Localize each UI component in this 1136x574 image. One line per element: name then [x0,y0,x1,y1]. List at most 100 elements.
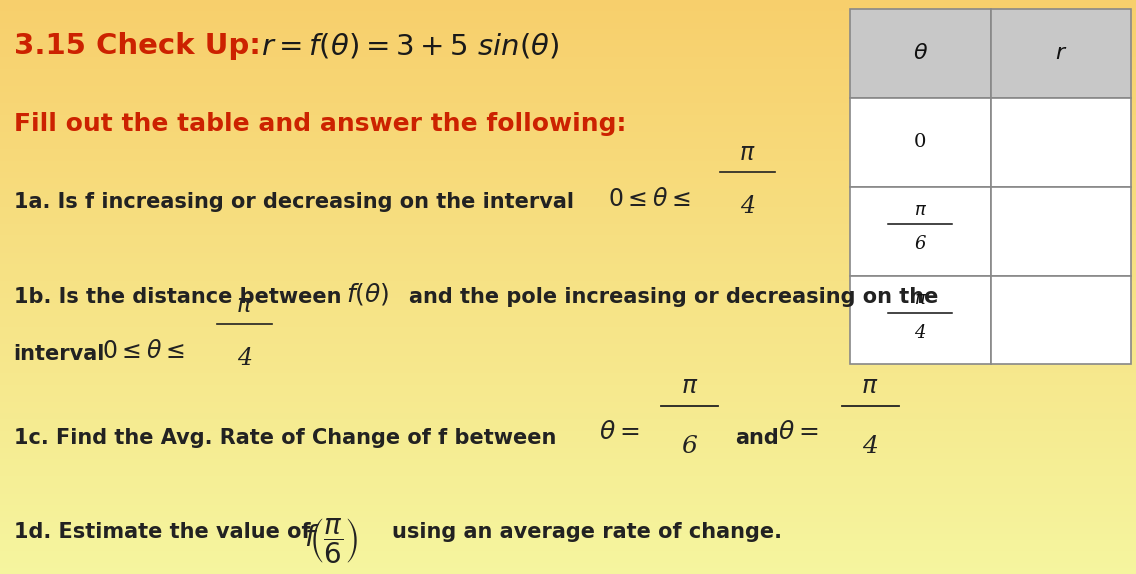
Bar [0,258,1136,264]
Text: 1a. Is f increasing or decreasing on the interval: 1a. Is f increasing or decreasing on the… [14,192,574,212]
Bar [0,551,1136,557]
Bar [0,69,1136,75]
Bar [0,534,1136,540]
Bar [0,247,1136,253]
Text: $r = f(\theta) = 3 + 5\ sin(\theta)$: $r = f(\theta) = 3 + 5\ sin(\theta)$ [261,32,560,61]
Bar [0,522,1136,528]
Bar [0,212,1136,218]
Bar [0,419,1136,425]
Bar [0,408,1136,413]
Bar [0,57,1136,63]
Bar [991,187,1131,276]
Text: $f\!\left(\dfrac{\pi}{6}\right)$: $f\!\left(\dfrac{\pi}{6}\right)$ [304,517,359,567]
Bar [0,149,1136,155]
Bar [0,545,1136,551]
Bar [0,218,1136,224]
Bar [0,344,1136,350]
Bar [0,126,1136,132]
Bar [0,184,1136,189]
Bar [0,270,1136,276]
Bar [0,189,1136,195]
Bar [0,339,1136,344]
Text: $\pi$: $\pi$ [236,294,252,317]
Text: $0 \leq \theta \leq$: $0 \leq \theta \leq$ [102,339,185,363]
Bar [0,34,1136,40]
Text: $r$: $r$ [1055,42,1067,64]
Text: 6: 6 [914,235,926,253]
Bar [0,563,1136,568]
Bar [0,75,1136,80]
Bar [0,528,1136,534]
Bar [991,276,1131,364]
Bar [0,264,1136,270]
Bar [0,362,1136,367]
Bar [0,373,1136,379]
Bar [0,442,1136,448]
Bar [0,402,1136,408]
Bar [991,9,1131,98]
Text: 1d. Estimate the value of: 1d. Estimate the value of [14,522,310,542]
Bar [0,109,1136,115]
Bar [0,505,1136,511]
Bar [0,465,1136,471]
Bar [0,476,1136,482]
Bar [0,161,1136,166]
Bar [0,276,1136,281]
Bar [0,98,1136,103]
Bar [0,155,1136,161]
Text: and: and [735,428,779,448]
Text: $\pi$: $\pi$ [913,290,927,308]
Bar [0,568,1136,574]
Bar [0,80,1136,86]
Bar [0,488,1136,494]
Bar [0,6,1136,11]
Text: 4: 4 [236,347,252,370]
Bar [0,23,1136,29]
Bar [0,281,1136,287]
Bar [0,224,1136,230]
Bar [0,287,1136,293]
Bar [0,356,1136,362]
Text: 4: 4 [740,195,755,218]
Bar [0,178,1136,184]
Text: Fill out the table and answer the following:: Fill out the table and answer the follow… [14,112,626,136]
Bar [850,98,991,187]
Bar [0,138,1136,144]
Bar [0,436,1136,442]
Bar [0,396,1136,402]
Text: interval: interval [14,344,105,364]
Bar [0,310,1136,316]
Bar [0,327,1136,333]
Bar [0,195,1136,201]
Bar [0,121,1136,126]
Bar [0,540,1136,545]
Bar [0,471,1136,476]
Text: 1c. Find the Avg. Rate of Change of f between: 1c. Find the Avg. Rate of Change of f be… [14,428,556,448]
Text: $\theta =$: $\theta =$ [599,421,640,444]
Bar [0,11,1136,17]
Text: $\theta$: $\theta$ [912,42,928,64]
Bar [0,413,1136,419]
Bar [0,103,1136,109]
Text: 1b. Is the distance between: 1b. Is the distance between [14,287,341,307]
Bar [0,453,1136,459]
Bar [0,379,1136,385]
Text: 6: 6 [682,435,698,457]
Bar [0,482,1136,488]
Bar [850,187,991,276]
Bar [0,0,1136,6]
Bar [0,86,1136,92]
Bar [0,253,1136,258]
Bar [0,40,1136,46]
Bar [0,132,1136,138]
Bar [0,316,1136,321]
Text: 0: 0 [914,133,926,151]
Bar [0,425,1136,430]
Bar [0,63,1136,69]
Text: 3.15 Check Up:: 3.15 Check Up: [14,32,260,60]
Bar [0,390,1136,396]
Bar [0,92,1136,98]
Bar [0,385,1136,390]
Bar [0,172,1136,178]
Bar [0,511,1136,517]
